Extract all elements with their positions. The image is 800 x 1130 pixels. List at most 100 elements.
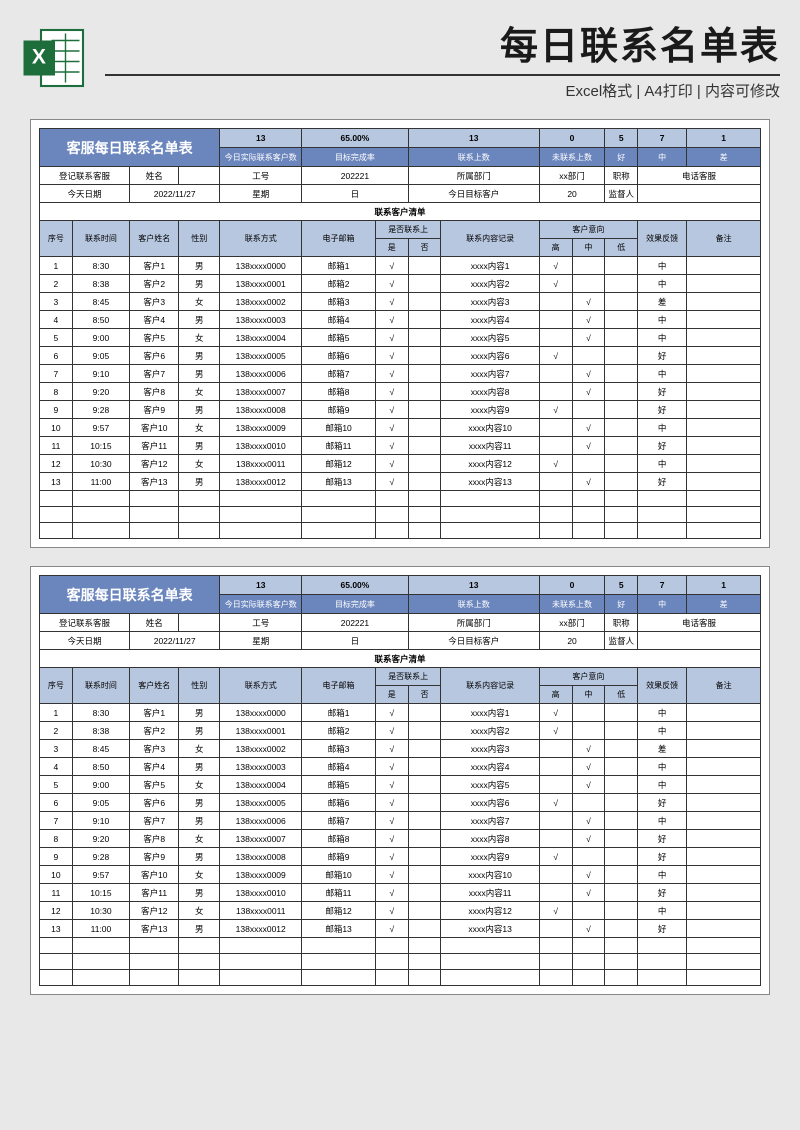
- cell-cust: 客户11: [130, 884, 179, 902]
- cell-low: [605, 794, 638, 812]
- cell-seq: 1: [40, 704, 73, 722]
- col-mid: 中: [572, 686, 605, 704]
- cell-rm: [687, 830, 761, 848]
- cell-email: 邮箱3: [302, 740, 376, 758]
- stat-good-val: 5: [605, 129, 638, 148]
- id-val: 202221: [302, 614, 409, 632]
- id-lbl: 工号: [220, 614, 302, 632]
- cell-fb: 好: [638, 830, 687, 848]
- cell-time: 9:05: [72, 347, 129, 365]
- sheet-1: 客服每日联系名单表1365.00%130571今日实际联系客户数目标完成率联系上…: [30, 119, 770, 548]
- empty-cell: [441, 938, 539, 954]
- cell-contact: 138xxxx0003: [220, 311, 302, 329]
- cell-low: [605, 347, 638, 365]
- cell-low: [605, 401, 638, 419]
- cell-mid: [572, 704, 605, 722]
- empty-row: [40, 507, 761, 523]
- cell-gender: 男: [179, 920, 220, 938]
- cell-contact: 138xxxx0006: [220, 365, 302, 383]
- empty-cell: [179, 507, 220, 523]
- table-row: 28:38客户2男138xxxx0001邮箱2√xxxx内容2√中: [40, 722, 761, 740]
- cell-time: 9:20: [72, 830, 129, 848]
- cell-cust: 客户10: [130, 866, 179, 884]
- empty-cell: [72, 507, 129, 523]
- empty-cell: [441, 523, 539, 539]
- cell-high: √: [539, 401, 572, 419]
- col-time: 联系时间: [72, 668, 129, 704]
- cell-seq: 5: [40, 329, 73, 347]
- cell-time: 9:05: [72, 794, 129, 812]
- cell-gender: 女: [179, 329, 220, 347]
- cell-rm: [687, 722, 761, 740]
- stat-comp-val: 65.00%: [302, 576, 409, 595]
- stat-comp-lbl: 目标完成率: [302, 595, 409, 614]
- cell-cust: 客户2: [130, 722, 179, 740]
- sheet-2: 客服每日联系名单表1365.00%130571今日实际联系客户数目标完成率联系上…: [30, 566, 770, 995]
- stat-actual-lbl: 今日实际联系客户数: [220, 595, 302, 614]
- empty-cell: [220, 507, 302, 523]
- dept-lbl: 所属部门: [408, 167, 539, 185]
- table-row: 79:10客户7男138xxxx0006邮箱7√xxxx内容7√中: [40, 812, 761, 830]
- cell-rm: [687, 419, 761, 437]
- cell-contact: 138xxxx0001: [220, 722, 302, 740]
- cell-content: xxxx内容3: [441, 293, 539, 311]
- cell-email: 邮箱6: [302, 794, 376, 812]
- cell-seq: 8: [40, 830, 73, 848]
- cell-fb: 中: [638, 866, 687, 884]
- cell-content: xxxx内容5: [441, 776, 539, 794]
- empty-cell: [40, 507, 73, 523]
- cell-yes: √: [375, 920, 408, 938]
- cell-seq: 9: [40, 401, 73, 419]
- cell-no: [408, 473, 441, 491]
- empty-cell: [441, 970, 539, 986]
- empty-row: [40, 491, 761, 507]
- stat-contacted-val: 13: [408, 129, 539, 148]
- cell-gender: 男: [179, 257, 220, 275]
- col-contact: 联系方式: [220, 221, 302, 257]
- empty-cell: [539, 970, 572, 986]
- cell-yes: √: [375, 830, 408, 848]
- cell-cust: 客户8: [130, 830, 179, 848]
- cell-high: [539, 419, 572, 437]
- cell-gender: 男: [179, 704, 220, 722]
- cell-fb: 中: [638, 365, 687, 383]
- empty-cell: [179, 523, 220, 539]
- cell-fb: 中: [638, 311, 687, 329]
- cell-fb: 中: [638, 758, 687, 776]
- empty-cell: [220, 938, 302, 954]
- cell-yes: √: [375, 437, 408, 455]
- empty-cell: [375, 954, 408, 970]
- cell-rm: [687, 329, 761, 347]
- dept-lbl: 所属部门: [408, 614, 539, 632]
- cell-gender: 男: [179, 794, 220, 812]
- cell-cust: 客户2: [130, 275, 179, 293]
- cell-content: xxxx内容10: [441, 419, 539, 437]
- cell-rm: [687, 257, 761, 275]
- cell-low: [605, 437, 638, 455]
- cell-no: [408, 704, 441, 722]
- cell-gender: 男: [179, 848, 220, 866]
- cell-cust: 客户9: [130, 401, 179, 419]
- cell-seq: 4: [40, 758, 73, 776]
- empty-cell: [539, 523, 572, 539]
- empty-cell: [408, 938, 441, 954]
- cell-time: 8:30: [72, 704, 129, 722]
- cell-content: xxxx内容9: [441, 401, 539, 419]
- table-row: 1210:30客户12女138xxxx0011邮箱12√xxxx内容12√中: [40, 902, 761, 920]
- empty-cell: [375, 491, 408, 507]
- banner-title: 每日联系名单表: [105, 15, 780, 70]
- empty-cell: [130, 491, 179, 507]
- cell-yes: √: [375, 902, 408, 920]
- cell-yes: √: [375, 293, 408, 311]
- cell-yes: √: [375, 812, 408, 830]
- cell-gender: 女: [179, 455, 220, 473]
- cell-gender: 男: [179, 347, 220, 365]
- cell-content: xxxx内容5: [441, 329, 539, 347]
- cell-mid: √: [572, 812, 605, 830]
- cell-content: xxxx内容4: [441, 311, 539, 329]
- cell-cust: 客户3: [130, 293, 179, 311]
- cell-email: 邮箱4: [302, 311, 376, 329]
- col-connected: 是否联系上: [375, 221, 441, 239]
- supervisor-val: [638, 632, 761, 650]
- empty-cell: [179, 491, 220, 507]
